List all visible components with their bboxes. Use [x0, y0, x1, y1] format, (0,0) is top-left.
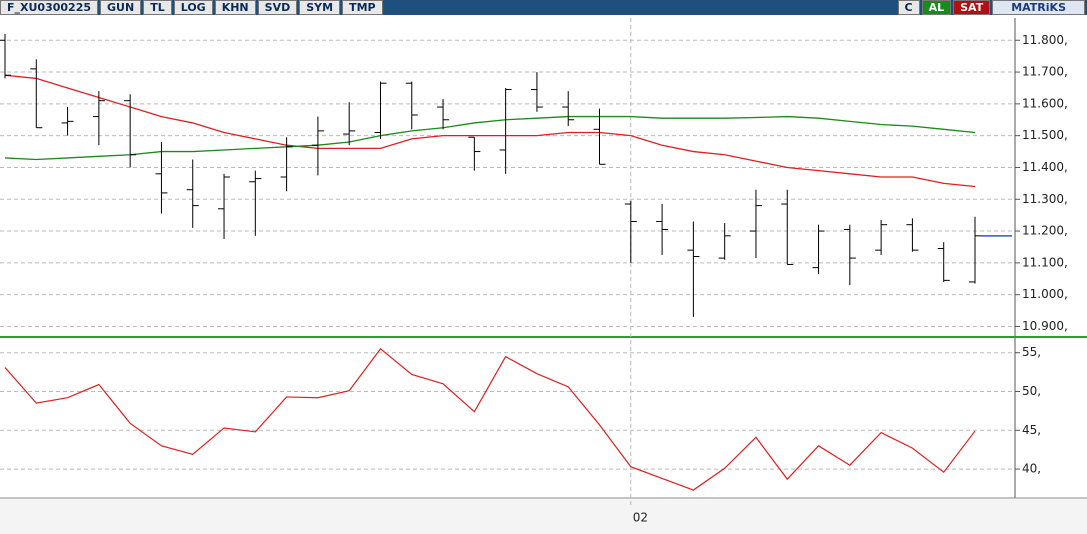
y-tick-label: 40,: [1022, 462, 1041, 476]
toolbar: F_XU0300225 GUN TL LOG KHN SVD SYM TMP C…: [0, 0, 1087, 15]
brand: MATRiKS: [992, 0, 1085, 15]
chart: 11.800, 11.700, 11.600, 11.500, 11.400, 11.30…: [0, 15, 1087, 534]
y-tick-label: 11.400,: [1022, 160, 1068, 174]
x-tick-label: 02: [633, 511, 648, 525]
button[interactable]: F_XU0300225: [0, 0, 99, 15]
moving-average: [4, 115, 976, 161]
y-tick-label: 11.800,: [1022, 33, 1068, 47]
y-tick-label: 11.100,: [1022, 255, 1068, 269]
button[interactable]: KHN: [214, 0, 256, 15]
y-tick-label: 50,: [1022, 384, 1041, 398]
button[interactable]: LOG: [173, 0, 213, 15]
y-tick-label: 11.500,: [1022, 128, 1068, 142]
button[interactable]: SVD: [257, 0, 298, 15]
y-tick-label: 11.200,: [1022, 224, 1068, 238]
moving-average: [4, 74, 976, 188]
button[interactable]: TL: [143, 0, 172, 15]
y-tick-label: 11.600,: [1022, 96, 1068, 110]
x-axis-strip: [0, 499, 1087, 534]
toolbar-right: C AL SAT MATRiKS: [897, 0, 1087, 15]
y-tick-label: 10.900,: [1022, 319, 1068, 333]
y-tick-label: 11.300,: [1022, 192, 1068, 206]
y-tick-label: 55,: [1022, 345, 1041, 359]
button[interactable]: SYM: [299, 0, 341, 15]
background: [0, 15, 1087, 534]
button[interactable]: TMP: [342, 0, 383, 15]
y-tick-label: 45,: [1022, 423, 1041, 437]
indicator-line: [4, 347, 976, 491]
sell-button[interactable]: SAT: [953, 0, 991, 15]
button[interactable]: C: [897, 0, 920, 15]
buy-button[interactable]: AL: [921, 0, 952, 15]
y-tick-label: 11.700,: [1022, 65, 1068, 79]
button[interactable]: GUN: [100, 0, 142, 15]
y-tick-label: 11.000,: [1022, 287, 1068, 301]
